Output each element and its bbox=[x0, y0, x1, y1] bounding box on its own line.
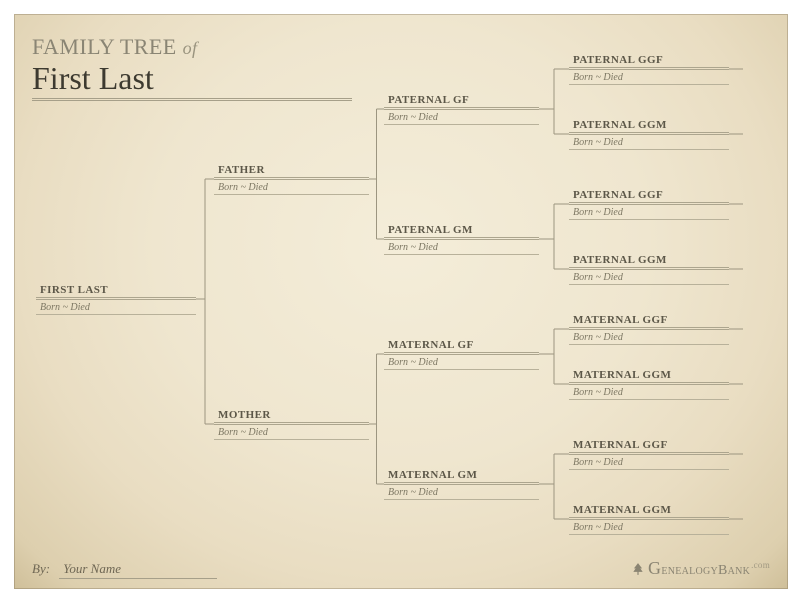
person-name: FATHER bbox=[214, 164, 369, 180]
person-card[interactable]: MATERNAL GMBorn ~ Died bbox=[384, 469, 539, 500]
person-card[interactable]: FATHERBorn ~ Died bbox=[214, 164, 369, 195]
person-name: PATERNAL GGM bbox=[569, 119, 729, 135]
person-dates: Born ~ Died bbox=[384, 110, 539, 125]
person-name: MOTHER bbox=[214, 409, 369, 425]
person-dates: Born ~ Died bbox=[384, 240, 539, 255]
person-name: PATERNAL GGF bbox=[569, 189, 729, 205]
person-name: PATERNAL GGM bbox=[569, 254, 729, 270]
person-card[interactable]: PATERNAL GFBorn ~ Died bbox=[384, 94, 539, 125]
brand-initial: G bbox=[648, 558, 661, 578]
person-card[interactable]: MATERNAL GGFBorn ~ Died bbox=[569, 314, 729, 345]
person-dates: Born ~ Died bbox=[569, 455, 729, 470]
person-dates: Born ~ Died bbox=[569, 385, 729, 400]
tree-icon bbox=[631, 562, 645, 576]
person-name: PATERNAL GF bbox=[384, 94, 539, 110]
person-dates: Born ~ Died bbox=[214, 425, 369, 440]
person-card[interactable]: FIRST LASTBorn ~ Died bbox=[36, 284, 196, 315]
title-rule bbox=[32, 98, 352, 101]
person-dates: Born ~ Died bbox=[384, 355, 539, 370]
person-dates: Born ~ Died bbox=[569, 520, 729, 535]
title-block: FAMILY TREE of First Last bbox=[32, 34, 197, 94]
person-dates: Born ~ Died bbox=[569, 330, 729, 345]
person-card[interactable]: MATERNAL GGMBorn ~ Died bbox=[569, 504, 729, 535]
byline: By: Your Name bbox=[32, 561, 217, 579]
byline-label: By: bbox=[32, 561, 50, 576]
brand-suffix: .com bbox=[751, 560, 770, 570]
title-heading: FAMILY TREE bbox=[32, 34, 177, 59]
person-card[interactable]: MATERNAL GGFBorn ~ Died bbox=[569, 439, 729, 470]
byline-author[interactable]: Your Name bbox=[59, 561, 217, 579]
person-name: MATERNAL GGM bbox=[569, 369, 729, 385]
person-dates: Born ~ Died bbox=[569, 70, 729, 85]
person-name: MATERNAL GF bbox=[384, 339, 539, 355]
person-card[interactable]: PATERNAL GMBorn ~ Died bbox=[384, 224, 539, 255]
person-dates: Born ~ Died bbox=[569, 135, 729, 150]
person-dates: Born ~ Died bbox=[384, 485, 539, 500]
person-name: MATERNAL GGF bbox=[569, 439, 729, 455]
person-card[interactable]: PATERNAL GGMBorn ~ Died bbox=[569, 119, 729, 150]
person-name: PATERNAL GGF bbox=[569, 54, 729, 70]
person-card[interactable]: MATERNAL GFBorn ~ Died bbox=[384, 339, 539, 370]
person-name: MATERNAL GM bbox=[384, 469, 539, 485]
person-card[interactable]: PATERNAL GGFBorn ~ Died bbox=[569, 189, 729, 220]
person-name: PATERNAL GM bbox=[384, 224, 539, 240]
person-card[interactable]: MOTHERBorn ~ Died bbox=[214, 409, 369, 440]
brand-text: enealogyBank bbox=[661, 563, 750, 578]
person-dates: Born ~ Died bbox=[214, 180, 369, 195]
title-of: of bbox=[183, 38, 198, 58]
person-dates: Born ~ Died bbox=[36, 300, 196, 315]
person-name: FIRST LAST bbox=[36, 284, 196, 300]
person-card[interactable]: PATERNAL GGFBorn ~ Died bbox=[569, 54, 729, 85]
person-dates: Born ~ Died bbox=[569, 270, 729, 285]
person-card[interactable]: PATERNAL GGMBorn ~ Died bbox=[569, 254, 729, 285]
brand: GenealogyBank.com bbox=[631, 558, 770, 579]
person-name: MATERNAL GGF bbox=[569, 314, 729, 330]
person-card[interactable]: MATERNAL GGMBorn ~ Died bbox=[569, 369, 729, 400]
title-subject: First Last bbox=[32, 62, 197, 94]
person-name: MATERNAL GGM bbox=[569, 504, 729, 520]
person-dates: Born ~ Died bbox=[569, 205, 729, 220]
family-tree-sheet: FAMILY TREE of First Last FIRST LASTBorn… bbox=[0, 0, 802, 603]
